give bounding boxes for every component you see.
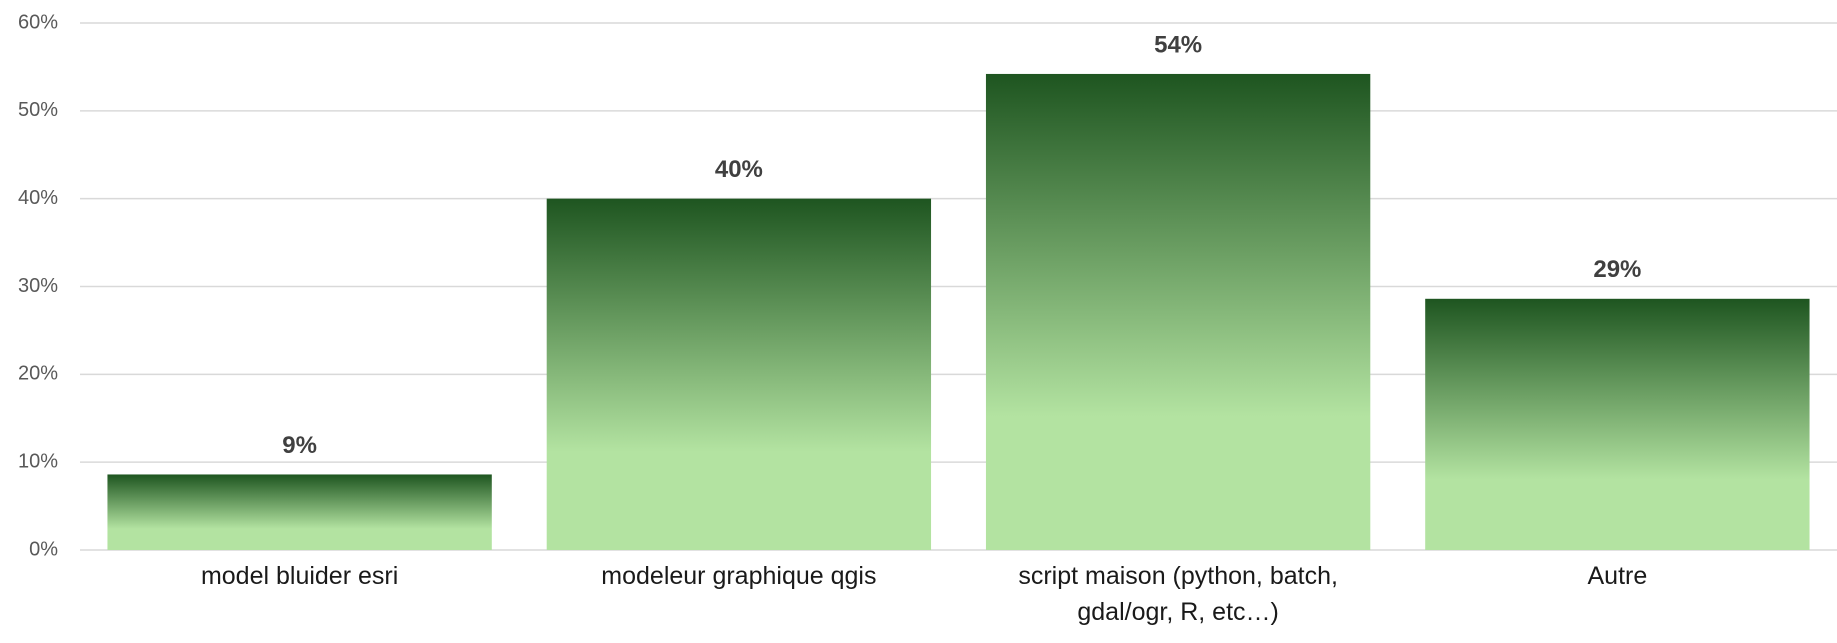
x-tick-label: Autre	[1587, 562, 1648, 590]
bar	[985, 73, 1371, 551]
y-tick-label: 60%	[18, 11, 58, 33]
value-label: 40%	[715, 156, 763, 183]
y-tick-label: 50%	[18, 99, 58, 121]
bar	[1425, 298, 1810, 550]
y-tick-label: 30%	[18, 275, 58, 297]
y-tick-label: 0%	[29, 538, 58, 560]
value-label: 29%	[1593, 256, 1641, 283]
x-tick-label: modeleur graphique qgis	[601, 562, 877, 590]
bar	[546, 198, 932, 550]
value-label: 9%	[282, 432, 317, 459]
x-tick-label: script maison (python, batch, gdal/ogr, …	[1018, 562, 1338, 626]
y-tick-label: 40%	[18, 187, 58, 209]
y-tick-label: 20%	[18, 363, 58, 385]
y-tick-label: 10%	[18, 450, 58, 472]
x-tick-label: model bluider esri	[200, 562, 399, 590]
value-label: 54%	[1154, 31, 1202, 58]
bar	[107, 474, 492, 550]
